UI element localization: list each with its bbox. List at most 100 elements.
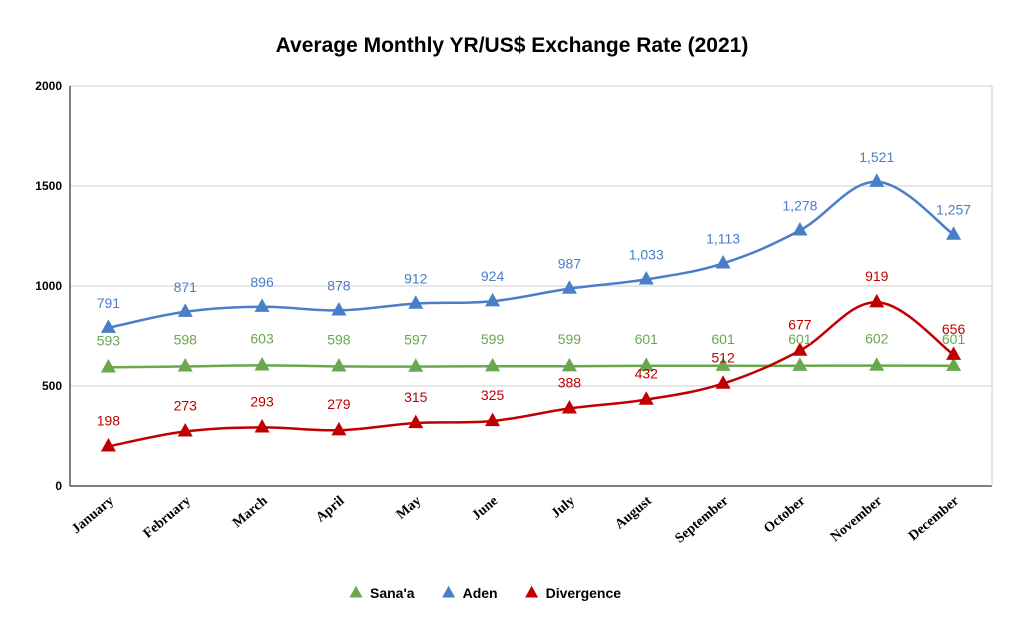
x-tick-label: July (549, 494, 578, 522)
aden-data-label: 1,257 (936, 202, 971, 218)
series-aden (100, 173, 962, 333)
y-tick-label: 1000 (35, 279, 62, 293)
sanaa-data-label: 601 (711, 331, 735, 347)
aden-data-label: 924 (481, 268, 505, 284)
x-tick-label: September (673, 494, 732, 547)
divergence-marker (254, 419, 270, 433)
legend-marker (525, 585, 539, 598)
x-tick-label: January (69, 494, 117, 537)
divergence-data-label: 388 (558, 374, 582, 390)
aden-marker (946, 226, 962, 240)
legend-item-sanaa: Sana'a (349, 585, 415, 601)
series-sanaa (100, 357, 962, 373)
aden-marker (792, 222, 808, 236)
aden-line (108, 180, 955, 330)
aden-marker (177, 303, 193, 317)
legend: Sana'a Aden Divergence (349, 585, 621, 601)
divergence-marker (946, 346, 962, 360)
legend-marker (349, 585, 363, 598)
aden-marker (408, 295, 424, 309)
divergence-marker (715, 375, 731, 389)
divergence-data-label: 315 (404, 389, 428, 405)
aden-data-label: 896 (250, 274, 274, 290)
divergence-data-label: 512 (711, 350, 735, 366)
divergence-data-label: 919 (865, 268, 889, 284)
series-layer (100, 173, 962, 452)
aden-marker (100, 319, 116, 333)
sanaa-data-label: 598 (174, 331, 198, 347)
divergence-data-label: 677 (788, 317, 812, 333)
sanaa-marker (869, 357, 885, 371)
sanaa-marker (561, 357, 577, 372)
aden-data-label: 1,033 (629, 246, 664, 262)
sanaa-data-label: 599 (558, 331, 582, 347)
chart-title: Average Monthly YR/US$ Exchange Rate (20… (276, 34, 749, 57)
divergence-marker (177, 423, 193, 437)
sanaa-data-label: 602 (865, 331, 889, 347)
legend-item-divergence: Divergence (525, 585, 621, 601)
sanaa-marker (100, 359, 116, 373)
sanaa-data-label: 593 (97, 332, 121, 348)
aden-data-label: 987 (558, 256, 582, 272)
aden-data-label: 912 (404, 271, 428, 287)
x-axis-ticks: January February March April May June July Augu… (69, 493, 962, 546)
divergence-data-label: 273 (174, 397, 198, 413)
sanaa-data-label: 597 (404, 332, 428, 348)
sanaa-marker (331, 358, 347, 372)
sanaa-data-label: 598 (327, 331, 351, 347)
aden-marker (638, 271, 654, 285)
aden-data-label: 1,278 (782, 197, 817, 213)
sanaa-marker (254, 357, 270, 371)
aden-marker (254, 298, 270, 312)
x-tick-label: March (230, 493, 271, 530)
x-tick-label: October (761, 494, 808, 537)
legend-item-aden: Aden (442, 585, 498, 601)
sanaa-line (108, 364, 954, 369)
divergence-data-label: 279 (327, 396, 351, 412)
divergence-marker (485, 412, 501, 427)
divergence-line (108, 300, 955, 448)
x-tick-label: May (394, 494, 424, 523)
x-tick-label: November (828, 494, 885, 545)
sanaa-data-label: 601 (788, 331, 812, 347)
aden-data-label: 871 (174, 279, 198, 295)
x-tick-label: April (313, 494, 347, 526)
aden-marker (485, 292, 501, 307)
divergence-marker (408, 414, 424, 429)
sanaa-data-label: 603 (250, 330, 274, 346)
aden-marker (715, 255, 731, 269)
divergence-marker (869, 293, 885, 308)
y-axis-ticks: 0 500 1000 1500 2000 (35, 79, 62, 493)
legend-marker (442, 585, 456, 598)
x-tick-label: December (906, 494, 962, 544)
divergence-data-label: 198 (97, 412, 121, 428)
aden-marker (561, 280, 577, 294)
divergence-marker (331, 421, 347, 436)
legend-label: Sana'a (370, 585, 415, 601)
sanaa-marker (408, 358, 424, 372)
aden-data-label: 1,521 (859, 149, 894, 165)
divergence-data-label: 656 (942, 321, 966, 337)
divergence-marker (792, 342, 808, 356)
sanaa-marker (638, 357, 654, 371)
x-tick-label: August (612, 493, 655, 532)
divergence-marker (638, 391, 654, 405)
divergence-data-label: 293 (250, 393, 274, 409)
y-tick-label: 1500 (35, 179, 62, 193)
aden-marker (331, 302, 347, 316)
series-divergence (100, 293, 962, 452)
sanaa-data-label: 601 (942, 331, 966, 347)
y-tick-label: 2000 (35, 79, 62, 93)
divergence-marker (100, 438, 116, 452)
y-tick-label: 500 (42, 379, 62, 393)
y-tick-label: 0 (55, 479, 62, 493)
sanaa-marker (946, 357, 962, 371)
sanaa-marker (792, 357, 808, 371)
data-labels-layer: 593 598 603 598 597 599 599 601 601 601 602 601 791 8… (97, 149, 972, 429)
sanaa-data-label: 599 (481, 331, 505, 347)
x-tick-label: February (141, 494, 194, 542)
x-tick-label: June (469, 494, 501, 524)
aden-data-label: 878 (327, 277, 351, 293)
aden-data-label: 1,113 (706, 230, 740, 246)
